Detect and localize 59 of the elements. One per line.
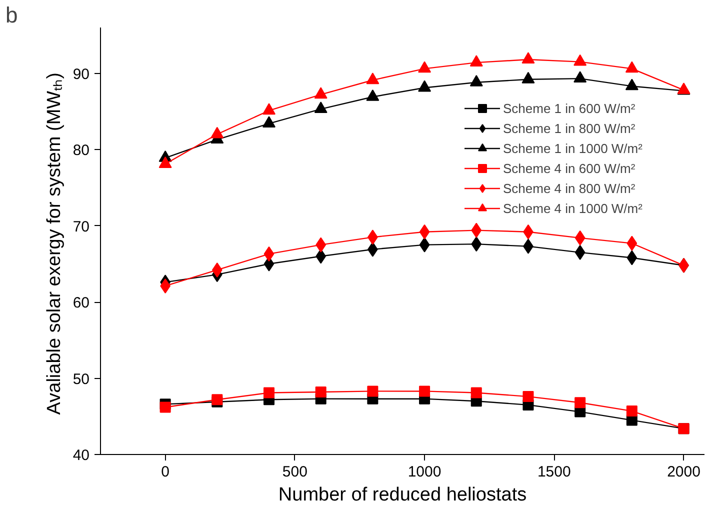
text: b	[6, 2, 18, 28]
point	[366, 72, 380, 84]
legend-label: Scheme 4 in 800 W/m²	[503, 180, 636, 196]
y-tick-label: 40	[72, 447, 90, 464]
point	[574, 54, 587, 66]
y-tick-label: 50	[72, 370, 90, 388]
x-tick-label: 1500	[537, 464, 571, 480]
point	[625, 61, 638, 73]
point	[470, 387, 482, 398]
point	[470, 74, 483, 86]
point	[315, 386, 326, 398]
y-tick-label: 90	[72, 66, 90, 83]
x-tick-label: 500	[282, 464, 308, 480]
point	[316, 248, 326, 264]
point	[625, 78, 638, 90]
legend-label: Scheme 1 in 1000 W/m²	[503, 140, 642, 156]
point	[418, 80, 432, 92]
x-tick-label: 0	[161, 464, 170, 480]
point	[314, 87, 328, 99]
x-tick-label: 2000	[667, 464, 700, 480]
x-axis-title: Number of reduced heliostats	[278, 484, 527, 506]
point	[210, 126, 224, 138]
point	[522, 52, 535, 64]
y-tick-label: 70	[72, 218, 90, 236]
point	[158, 156, 172, 168]
legend-label: Scheme 4 in 600 W/m²	[503, 160, 636, 176]
legend-label: Scheme 4 in 1000 W/m²	[503, 200, 642, 216]
point	[626, 236, 638, 251]
y-tick-label: 80	[72, 142, 90, 159]
point	[264, 387, 274, 398]
point	[574, 244, 586, 260]
point	[366, 89, 380, 101]
point	[626, 250, 638, 266]
point	[471, 222, 482, 238]
point	[419, 386, 430, 397]
point	[522, 72, 535, 84]
point	[574, 71, 587, 83]
point	[574, 397, 586, 408]
point	[314, 102, 328, 114]
y-tick-label: 60	[72, 294, 90, 312]
y-axis-title: Avaliable solar exergy for system (MWₜₕ)	[44, 72, 65, 415]
point	[367, 386, 378, 397]
point	[418, 61, 432, 73]
point	[262, 116, 276, 128]
point	[419, 237, 430, 252]
point	[522, 391, 534, 402]
point	[262, 103, 276, 115]
point	[574, 230, 586, 246]
point	[626, 406, 638, 417]
legend-label: Scheme 1 in 600 W/m²	[503, 100, 636, 116]
x-tick-label: 1000	[408, 464, 442, 480]
point	[316, 237, 326, 252]
point	[212, 262, 222, 278]
point	[419, 224, 430, 240]
point	[470, 55, 483, 67]
point	[471, 236, 482, 252]
point	[264, 246, 274, 262]
point	[160, 402, 171, 413]
legend-label: Scheme 1 in 800 W/m²	[503, 120, 636, 136]
